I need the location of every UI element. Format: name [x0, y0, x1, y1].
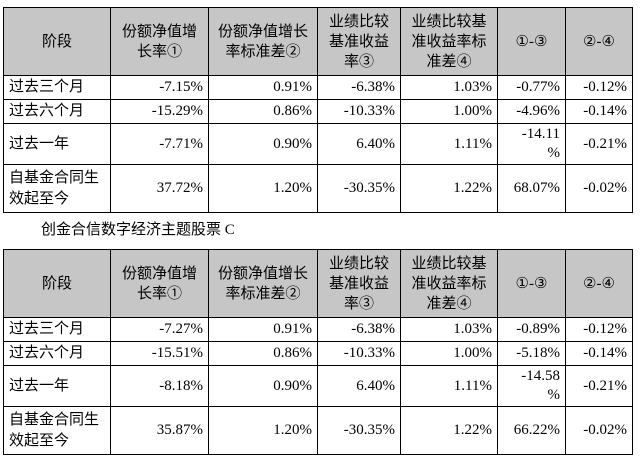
cell-diff-2-4: -0.12% [565, 317, 633, 342]
cell-nav-growth: 37.72% [110, 164, 209, 213]
row-label: 过去一年 [3, 365, 111, 407]
table-row-past-6-months: 过去六个月 -15.29% 0.86% -10.33% 1.00% -4.96%… [3, 99, 633, 124]
cell-nav-stddev: 1.20% [208, 406, 318, 455]
cell-benchmark-return: -30.35% [317, 164, 401, 213]
row-label: 自基金合同生效起至今 [3, 164, 111, 213]
cell-diff-1-3: 68.07% [497, 164, 566, 213]
table-a-header-row: 阶段 份额净值增长率① 份额净值增长率标准差② 业绩比较基准收益率③ 业绩比较基… [3, 7, 633, 76]
cell-diff-2-4: -0.21% [565, 123, 633, 165]
table-c-title: 创金合信数字经济主题股票 C [41, 222, 235, 238]
fund-performance-document: 阶段 份额净值增长率① 份额净值增长率标准差② 业绩比较基准收益率③ 业绩比较基… [3, 7, 633, 455]
table-row-past-year: 过去一年 -8.18% 0.90% 6.40% 1.11% -14.58 % -… [3, 365, 633, 407]
cell-diff-2-4: -0.14% [565, 341, 633, 366]
cell-diff-1-3: -5.18% [497, 341, 566, 366]
cell-nav-growth: -7.15% [110, 75, 209, 100]
performance-table-a: 阶段 份额净值增长率① 份额净值增长率标准差② 业绩比较基准收益率③ 业绩比较基… [3, 7, 633, 213]
table-c-header-row: 阶段 份额净值增长率① 份额净值增长率标准差② 业绩比较基准收益率③ 业绩比较基… [3, 249, 633, 318]
cell-benchmark-stddev: 1.03% [400, 317, 498, 342]
table-row-past-6-months: 过去六个月 -15.51% 0.86% -10.33% 1.00% -5.18%… [3, 341, 633, 366]
table-row-since-inception: 自基金合同生效起至今 37.72% 1.20% -30.35% 1.22% 68… [3, 164, 633, 213]
header-diff-2-4: ②-④ [565, 7, 633, 76]
cell-nav-stddev: 0.90% [208, 365, 318, 407]
cell-benchmark-stddev: 1.22% [400, 406, 498, 455]
row-label: 自基金合同生效起至今 [3, 406, 111, 455]
header-diff-1-3: ①-③ [497, 7, 566, 76]
cell-diff-1-3: -14.11 % [497, 123, 566, 165]
header-nav-growth-stddev: 份额净值增长率标准差② [208, 249, 318, 318]
cell-nav-stddev: 0.86% [208, 341, 318, 366]
cell-benchmark-return: -6.38% [317, 75, 401, 100]
cell-nav-stddev: 0.91% [208, 75, 318, 100]
cell-diff-1-3: -4.96% [497, 99, 566, 124]
header-period: 阶段 [3, 249, 111, 318]
cell-benchmark-return: -10.33% [317, 341, 401, 366]
cell-nav-growth: -8.18% [110, 365, 209, 407]
row-label: 过去六个月 [3, 99, 111, 124]
cell-nav-growth: -7.71% [110, 123, 209, 165]
row-label: 过去三个月 [3, 75, 111, 100]
cell-nav-stddev: 0.90% [208, 123, 318, 165]
cell-diff-1-3: -0.77% [497, 75, 566, 100]
header-diff-2-4: ②-④ [565, 249, 633, 318]
cell-nav-stddev: 0.86% [208, 99, 318, 124]
cell-diff-2-4: -0.12% [565, 75, 633, 100]
header-benchmark-stddev: 业绩比较基准收益率标准差④ [400, 7, 498, 76]
cell-diff-2-4: -0.02% [565, 164, 633, 213]
header-benchmark-return: 业绩比较基准收益率③ [317, 7, 401, 76]
table-row-since-inception: 自基金合同生效起至今 35.87% 1.20% -30.35% 1.22% 66… [3, 406, 633, 455]
cell-benchmark-stddev: 1.11% [400, 123, 498, 165]
table-row-past-3-months: 过去三个月 -7.15% 0.91% -6.38% 1.03% -0.77% -… [3, 75, 633, 100]
table-row-past-3-months: 过去三个月 -7.27% 0.91% -6.38% 1.03% -0.89% -… [3, 317, 633, 342]
cell-nav-growth: 35.87% [110, 406, 209, 455]
cell-benchmark-return: 6.40% [317, 123, 401, 165]
cell-benchmark-stddev: 1.00% [400, 99, 498, 124]
cell-nav-growth: -15.29% [110, 99, 209, 124]
cell-benchmark-stddev: 1.22% [400, 164, 498, 213]
cell-nav-stddev: 1.20% [208, 164, 318, 213]
header-nav-growth: 份额净值增长率① [110, 249, 209, 318]
row-label: 过去三个月 [3, 317, 111, 342]
cell-benchmark-stddev: 1.00% [400, 341, 498, 366]
row-label: 过去六个月 [3, 341, 111, 366]
header-diff-1-3: ①-③ [497, 249, 566, 318]
cell-benchmark-return: 6.40% [317, 365, 401, 407]
header-period: 阶段 [3, 7, 111, 76]
cell-diff-2-4: -0.21% [565, 365, 633, 407]
cell-benchmark-return: -30.35% [317, 406, 401, 455]
cell-benchmark-stddev: 1.03% [400, 75, 498, 100]
cell-benchmark-stddev: 1.11% [400, 365, 498, 407]
cell-diff-2-4: -0.02% [565, 406, 633, 455]
header-benchmark-return: 业绩比较基准收益率③ [317, 249, 401, 318]
row-label: 过去一年 [3, 123, 111, 165]
cell-benchmark-return: -6.38% [317, 317, 401, 342]
cell-diff-1-3: -14.58 % [497, 365, 566, 407]
cell-nav-stddev: 0.91% [208, 317, 318, 342]
cell-benchmark-return: -10.33% [317, 99, 401, 124]
cell-diff-1-3: -0.89% [497, 317, 566, 342]
cell-diff-1-3: 66.22% [497, 406, 566, 455]
cell-nav-growth: -15.51% [110, 341, 209, 366]
performance-table-c: 阶段 份额净值增长率① 份额净值增长率标准差② 业绩比较基准收益率③ 业绩比较基… [3, 249, 633, 455]
cell-nav-growth: -7.27% [110, 317, 209, 342]
header-nav-growth-stddev: 份额净值增长率标准差② [208, 7, 318, 76]
header-benchmark-stddev: 业绩比较基准收益率标准差④ [400, 249, 498, 318]
cell-diff-2-4: -0.14% [565, 99, 633, 124]
table-row-past-year: 过去一年 -7.71% 0.90% 6.40% 1.11% -14.11 % -… [3, 123, 633, 165]
header-nav-growth: 份额净值增长率① [110, 7, 209, 76]
